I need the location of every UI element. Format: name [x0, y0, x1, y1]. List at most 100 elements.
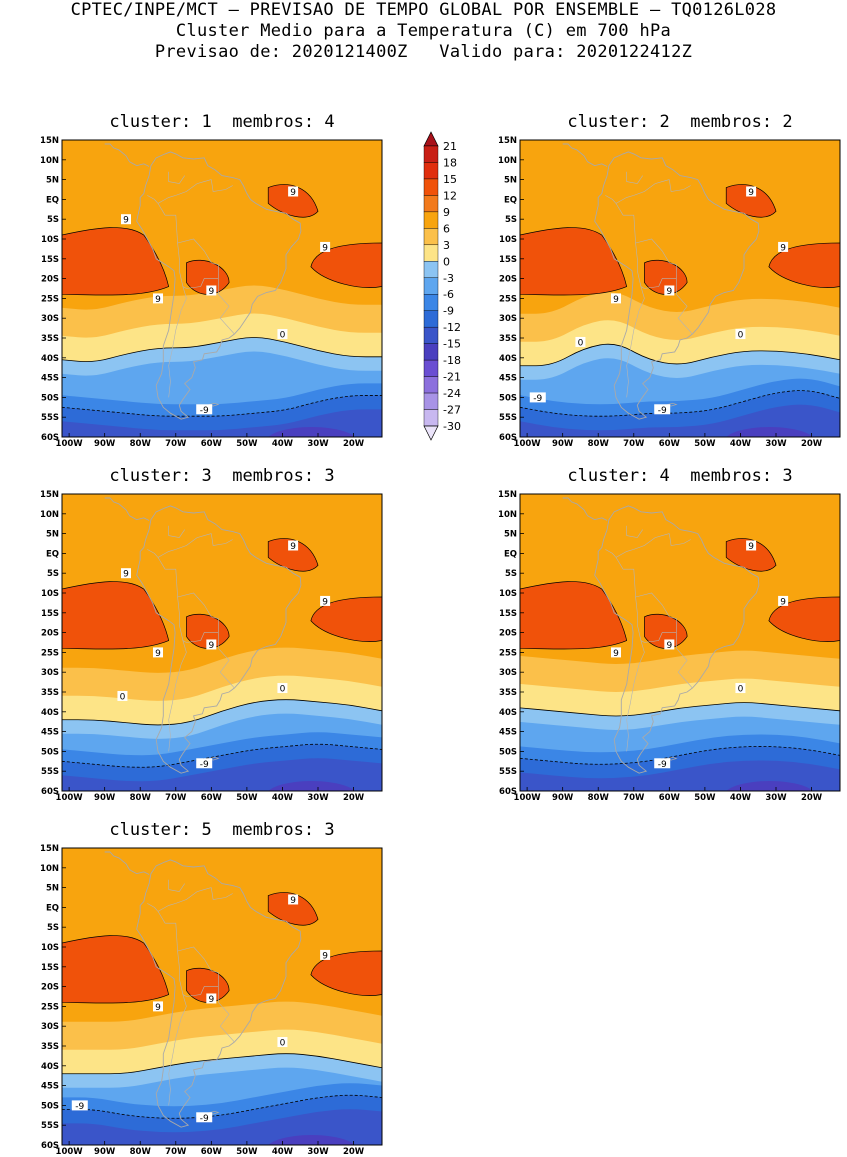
contour-label-box [320, 241, 331, 252]
colorbar-swatch [423, 228, 439, 246]
country-border [676, 632, 693, 689]
lat-tick-label: 25S [499, 648, 517, 658]
map-panel-cluster-3: 9 9 9 9 9 0 0 -9 15N 10N 5N EQ 5S 10S 15S 20S 25S 30S 35S 4… [40, 490, 383, 800]
lat-tick-label: 40S [41, 708, 59, 718]
country-border [676, 278, 693, 335]
contour-label-box [664, 285, 675, 296]
contour-line-0 [520, 343, 840, 367]
temp-field-above-9 [768, 596, 840, 642]
temp-field-above-9 [725, 184, 777, 218]
contour-line-0 [62, 1053, 382, 1075]
colorbar-arrow-top [423, 131, 439, 147]
colorbar-swatch [423, 392, 439, 410]
lat-tick-label: 5S [47, 569, 59, 579]
lon-tick-label: 90W [552, 793, 574, 800]
lon-tick-label: 40W [272, 793, 294, 800]
contour-label: 9 [613, 295, 619, 305]
map-frame [519, 139, 841, 438]
lat-tick-label: 55S [499, 413, 517, 423]
contour-label-box [735, 329, 746, 340]
contour-label-box [153, 647, 163, 658]
lat-tick-label: 40S [499, 708, 517, 718]
lat-tick-label: 15N [40, 844, 59, 854]
south-america-coastline [136, 859, 302, 1128]
lon-tick-label: 50W [694, 793, 716, 800]
contour-label-box [575, 336, 586, 347]
lat-tick-label: 35S [41, 1042, 59, 1052]
lon-tick-label: 90W [552, 439, 574, 446]
contour-label-box [288, 894, 299, 905]
country-border [218, 632, 235, 689]
lon-tick-label: 90W [94, 1147, 116, 1154]
country-border [626, 286, 645, 398]
lat-tick-label: 55S [41, 767, 59, 777]
temp-field-above-9 [62, 227, 170, 296]
lat-tick-label: 60S [41, 787, 59, 797]
lat-tick-label: EQ [46, 549, 59, 559]
contour-label: -9 [200, 1114, 209, 1124]
lat-tick-label: 60S [41, 1141, 59, 1151]
panel-title-cluster-4: cluster: 4 membros: 3 [567, 466, 793, 486]
contour-label: 0 [280, 331, 286, 341]
lon-tick-label: 100W [514, 793, 542, 800]
country-border [165, 922, 219, 987]
lat-tick-label: 5N [46, 530, 59, 540]
lon-tick-label: 60W [201, 439, 223, 446]
lon-tick-label: 30W [307, 1147, 329, 1154]
temp-field-below-minus15 [268, 781, 355, 791]
colorbar-arrow-bottom [423, 425, 439, 441]
lat-tick-label: 20S [41, 275, 59, 285]
contour-label: 9 [780, 597, 786, 607]
lat-tick-label: 10N [40, 156, 59, 166]
country-border [211, 887, 233, 900]
lat-tick-label: 30S [41, 1022, 59, 1032]
lat-tick-label: 45S [499, 728, 517, 738]
map-panel-cluster-5: 9 9 9 9 0 -9 -9 15N 10N 5N EQ 5S 10S 15S 20S 25S 30S 35S 4… [40, 844, 383, 1154]
central-america-coastline [562, 143, 608, 167]
colorbar-swatch [423, 343, 439, 361]
lon-tick-label: 50W [694, 439, 716, 446]
country-border [635, 596, 677, 643]
lat-tick-label: 55S [41, 1121, 59, 1131]
country-border [615, 533, 670, 558]
country-border [177, 950, 219, 997]
colorbar-swatch [423, 326, 439, 344]
lat-tick-label: 30S [41, 314, 59, 324]
contour-label-box [153, 293, 163, 304]
contour-label: 9 [155, 295, 161, 305]
contour-label: 9 [290, 542, 296, 552]
temp-field-above-9 [267, 184, 319, 218]
country-border [168, 286, 187, 398]
lat-tick-label: 10S [499, 589, 517, 599]
temp-field-above-9 [520, 581, 628, 650]
country-border [177, 242, 219, 289]
panel-title-cluster-3: cluster: 3 membros: 3 [109, 466, 335, 486]
country-border [623, 214, 677, 279]
contour-label-box [206, 285, 217, 296]
lon-tick-label: 70W [165, 439, 187, 446]
lat-tick-label: 5N [46, 884, 59, 894]
contour-label: 0 [578, 338, 584, 348]
lat-tick-label: 30S [499, 668, 517, 678]
lat-tick-label: 15S [41, 609, 59, 619]
temp-field-above-9 [310, 242, 382, 288]
contour-label: 9 [748, 542, 754, 552]
country-border [615, 557, 624, 570]
contour-label: 0 [280, 1039, 286, 1049]
colorbar-swatch [423, 409, 439, 427]
lon-tick-label: 70W [623, 439, 645, 446]
contour-label: 9 [322, 243, 328, 253]
colorbar-tick-label: -6 [443, 288, 454, 301]
colorbar-swatch [423, 162, 439, 180]
contour-label-box [288, 540, 299, 551]
colorbar-tick-label: -3 [443, 272, 454, 285]
lon-tick-label: 70W [623, 793, 645, 800]
lat-tick-label: 5N [504, 530, 517, 540]
lat-tick-label: 45S [499, 374, 517, 384]
lon-tick-label: 50W [236, 439, 258, 446]
colorbar-swatch [423, 310, 439, 328]
lat-tick-label: 55S [499, 767, 517, 777]
lon-tick-label: 30W [307, 439, 329, 446]
colorbar-tick-label: 15 [443, 173, 457, 186]
colorbar-swatch [423, 359, 439, 377]
